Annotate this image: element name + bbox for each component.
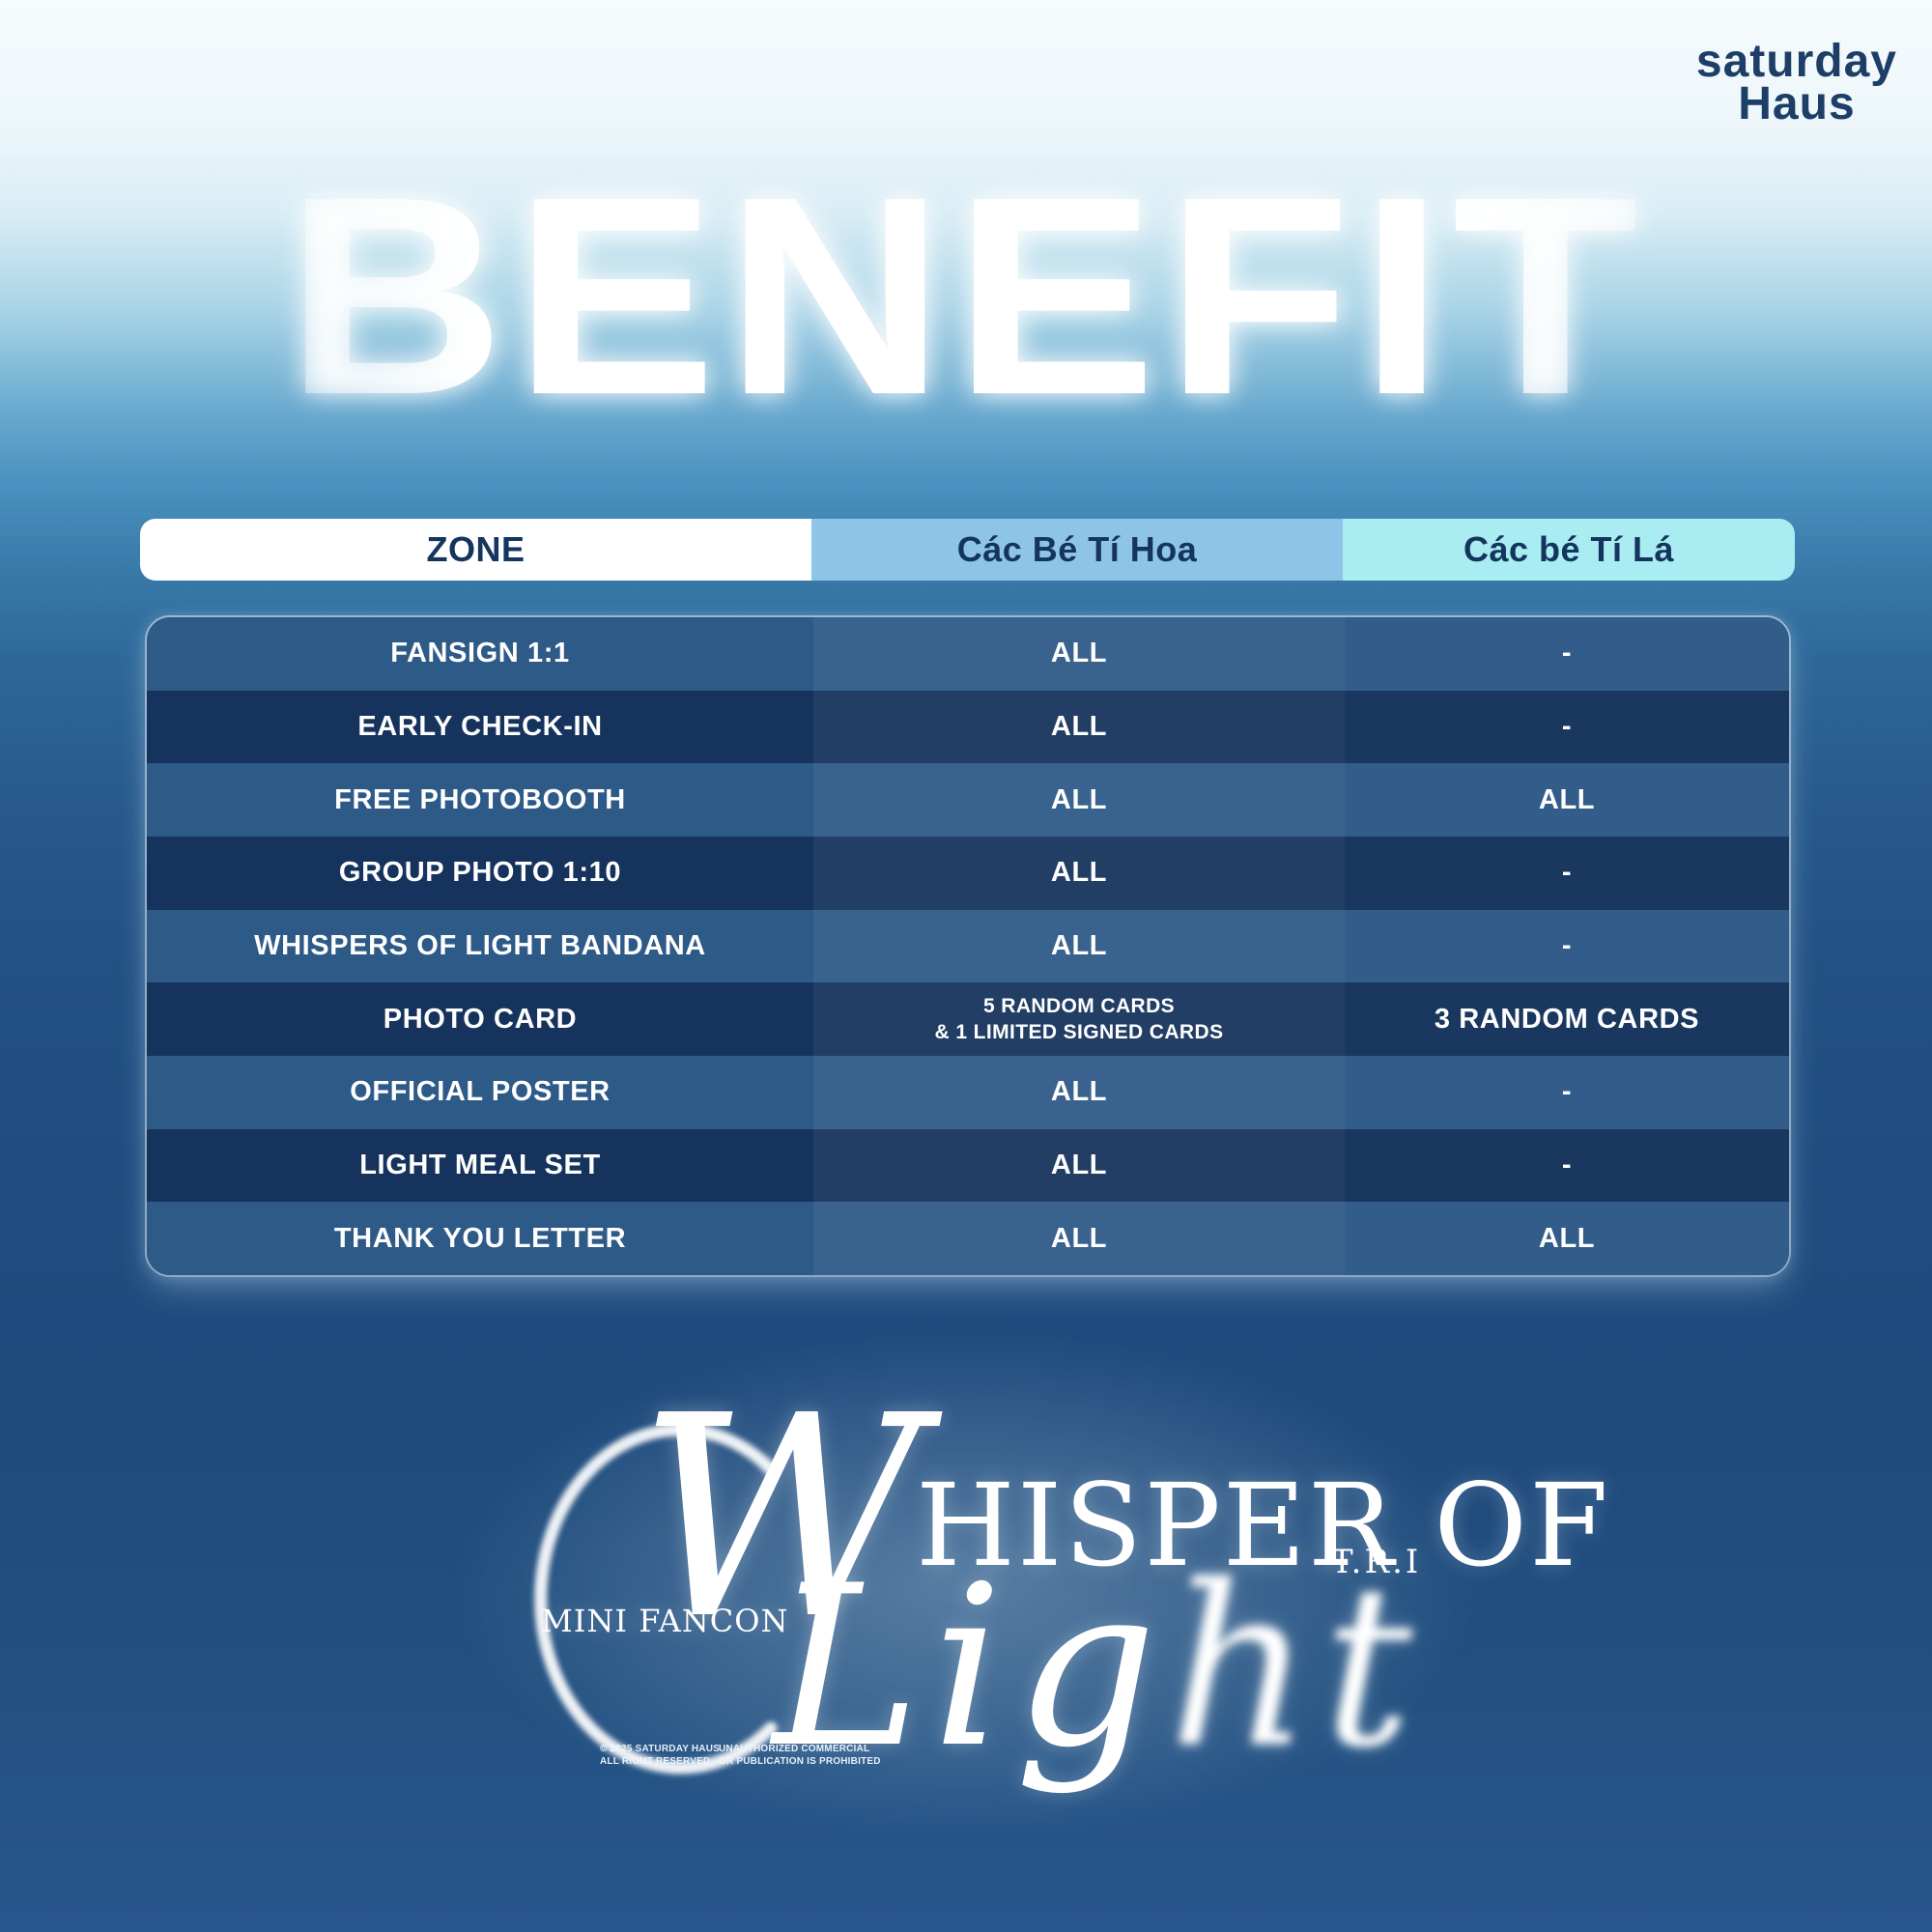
benefit-table-header: ZONE Các Bé Tí Hoa Các bé Tí Lá	[140, 519, 1795, 581]
hoa-zone-value: ALL	[813, 837, 1345, 910]
brand-line-1: saturday	[1695, 36, 1897, 87]
page-title: BENEFIT BENEFIT	[0, 155, 1932, 454]
table-row: PHOTO CARD 5 RANDOM CARDS & 1 LIMITED SIGN…	[147, 982, 1789, 1057]
hoa-zone-value: ALL	[813, 763, 1345, 838]
hoa-zone-value-line: & 1 LIMITED SIGNED CARDS	[934, 1021, 1224, 1044]
hoa-zone-value: ALL	[813, 690, 1345, 764]
hoa-zone-value: ALL	[813, 617, 1345, 691]
benefit-label: GROUP PHOTO 1:10	[338, 857, 622, 889]
legal-line-1: UNAUTHORIZED COMMERCIAL	[719, 1744, 870, 1754]
hoa-zone-value: ALL	[813, 909, 1345, 983]
column-header-1: ZONE	[140, 519, 811, 581]
benefit-label: FANSIGN 1:1	[390, 638, 570, 669]
hoa-zone-value: ALL	[813, 1202, 1345, 1275]
table-row: FREE PHOTOBOOTH ALL ALL	[147, 763, 1789, 838]
benefit-label: EARLY CHECK-IN	[357, 711, 603, 742]
table-row: LIGHT MEAL SET ALL -	[147, 1128, 1789, 1203]
la-zone-value: -	[1561, 1150, 1573, 1181]
page-title-text: BENEFIT	[285, 138, 1647, 453]
page-title-blur-layer: BENEFIT	[285, 138, 1647, 453]
la-zone-value: 3 RANDOM CARDS	[1434, 1003, 1700, 1035]
copyright-notice: © 2025 SATURDAY HAUS ALL RIGHT RESERVED	[600, 1744, 720, 1768]
la-zone-value: -	[1561, 857, 1573, 889]
la-zone-value: ALL	[1538, 783, 1596, 815]
table-row: FANSIGN 1:1 ALL -	[147, 617, 1789, 691]
benefit-label: FREE PHOTOBOOTH	[334, 783, 626, 815]
benefit-label: WHISPERS OF LIGHT BANDANA	[254, 930, 706, 962]
hoa-zone-value: ALL	[813, 1056, 1345, 1129]
column-header-3: Các bé Tí Lá	[1343, 519, 1795, 581]
table-row: EARLY CHECK-IN ALL -	[147, 690, 1789, 764]
saturday-haus-logo: saturday Haus	[1695, 36, 1897, 129]
mini-fancon-label: MINI FANCON	[541, 1603, 789, 1639]
benefit-label: THANK YOU LETTER	[333, 1222, 627, 1254]
copyright-line-2: ALL RIGHT RESERVED	[600, 1755, 711, 1767]
table-row: OFFICIAL POSTER ALL -	[147, 1056, 1789, 1129]
hoa-zone-value: 5 RANDOM CARDS & 1 LIMITED SIGNED CARDS	[813, 982, 1345, 1057]
table-row: THANK YOU LETTER ALL ALL	[147, 1202, 1789, 1275]
benefit-label: OFFICIAL POSTER	[350, 1076, 611, 1108]
la-zone-value: -	[1561, 711, 1573, 742]
benefit-label: PHOTO CARD	[383, 1003, 578, 1035]
whisper-logo-w: W	[638, 1356, 924, 1680]
column-header-2: Các Bé Tí Hoa	[811, 519, 1343, 581]
la-zone-value: -	[1561, 638, 1573, 669]
light-logo-text: Light	[773, 1557, 1424, 1779]
legal-notice: UNAUTHORIZED COMMERCIAL OR PUBLICATION I…	[719, 1744, 881, 1768]
benefit-table-body: FANSIGN 1:1 ALL - EARLY CHECK-IN ALL - FREE PH…	[145, 615, 1791, 1277]
light-logo-main: Lig	[773, 1539, 1169, 1797]
light-logo-tail: ht	[1168, 1539, 1425, 1797]
whisper-logo-text: HISPER OF	[916, 1459, 1610, 1592]
legal-line-2: OR PUBLICATION IS PROHIBITED	[719, 1755, 881, 1767]
artist-name: T.R.I	[1331, 1543, 1422, 1581]
brand-line-2: Haus	[1738, 78, 1856, 129]
table-row: WHISPERS OF LIGHT BANDANA ALL -	[147, 909, 1789, 983]
table-row: GROUP PHOTO 1:10 ALL -	[147, 837, 1789, 910]
la-zone-value: -	[1561, 1076, 1573, 1108]
hoa-zone-value-line: 5 RANDOM CARDS	[982, 995, 1176, 1018]
hoa-zone-value: ALL	[813, 1128, 1345, 1203]
la-zone-value: ALL	[1538, 1222, 1596, 1254]
benefit-label: LIGHT MEAL SET	[359, 1150, 601, 1181]
la-zone-value: -	[1561, 930, 1573, 962]
copyright-line-1: © 2025 SATURDAY HAUS	[600, 1744, 720, 1754]
